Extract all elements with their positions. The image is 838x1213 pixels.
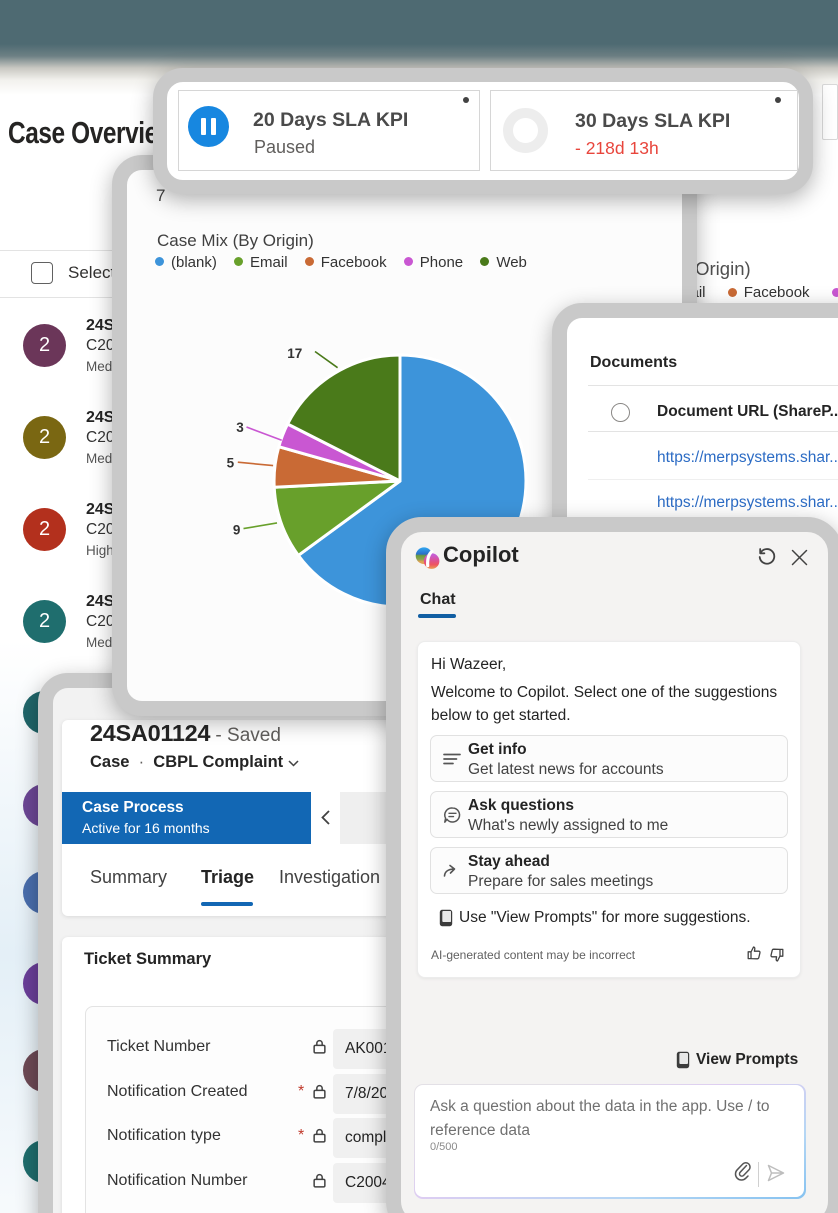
svg-text:17: 17 — [287, 346, 302, 361]
svg-text:3: 3 — [236, 420, 244, 435]
svg-text:5: 5 — [227, 456, 235, 471]
svg-text:9: 9 — [233, 523, 241, 538]
